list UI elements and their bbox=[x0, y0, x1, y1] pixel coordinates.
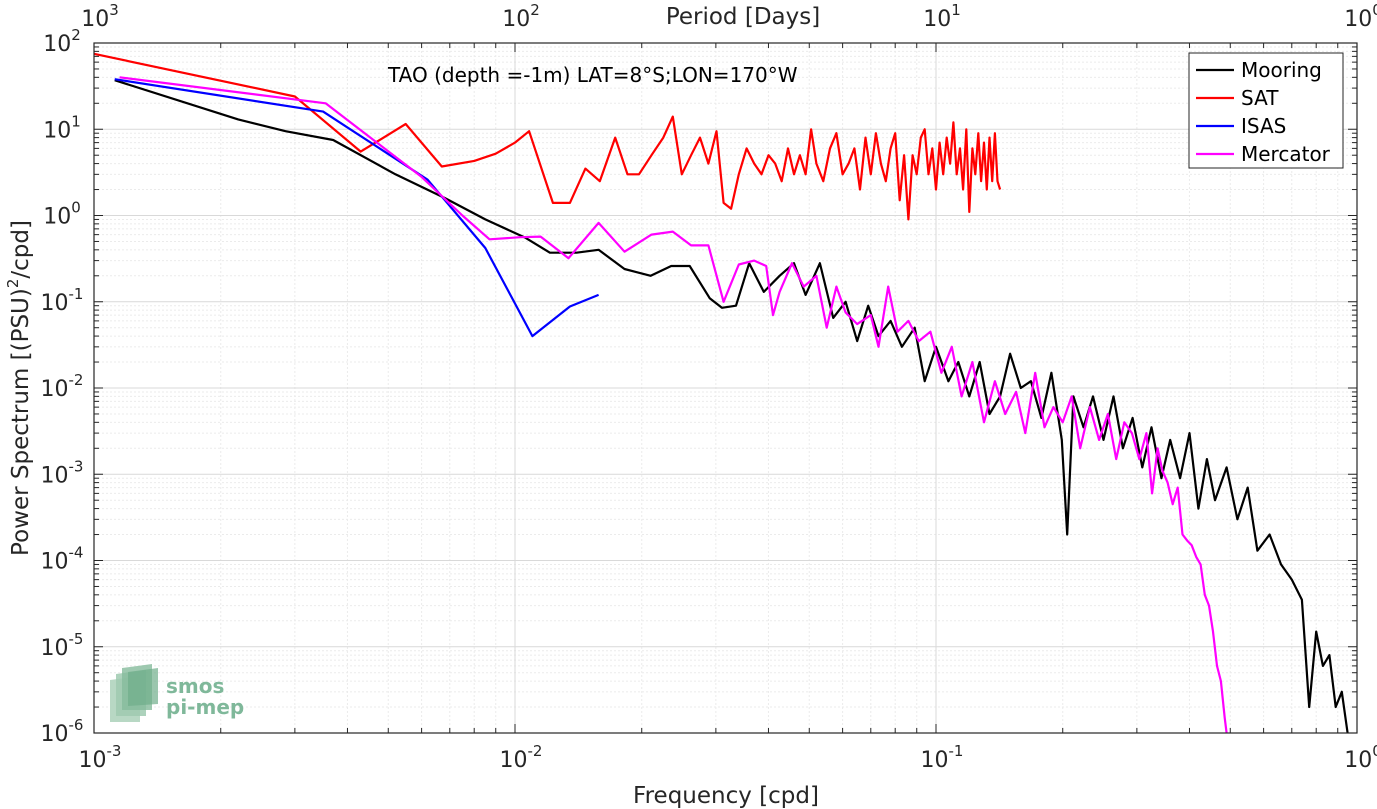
x-tick-labels: 10-3 10-2 10-1 100 bbox=[79, 742, 1377, 773]
y-tick-label: 102 bbox=[43, 26, 81, 57]
logo-text-smos: smos bbox=[166, 674, 224, 698]
tick-marks bbox=[93, 43, 1357, 734]
legend-label-mooring: Mooring bbox=[1241, 58, 1322, 82]
y-tick-label: 10-5 bbox=[41, 630, 84, 661]
logo-wave-icon bbox=[110, 664, 158, 722]
y-tick-label: 10-3 bbox=[41, 457, 84, 488]
legend-box bbox=[1188, 52, 1344, 169]
y-tick-label: 100 bbox=[43, 199, 81, 230]
y-tick-label: 101 bbox=[43, 112, 81, 143]
series-line-mooring bbox=[114, 79, 1349, 734]
top-tick-labels: 103 102 101 100 bbox=[81, 1, 1377, 32]
y-tick-label: 10-4 bbox=[41, 544, 84, 575]
series-layer bbox=[93, 52, 1349, 734]
top-axis-label: Period [Days] bbox=[666, 4, 820, 30]
top-tick-label: 102 bbox=[502, 1, 540, 32]
y-tick-label: 10-6 bbox=[41, 716, 84, 747]
y-axis-label-tail: /cpd] bbox=[8, 220, 34, 279]
x-tick-label: 10-3 bbox=[79, 742, 122, 773]
x-tick-label: 10-2 bbox=[500, 742, 543, 773]
x-axis-label: Frequency [cpd] bbox=[633, 783, 819, 809]
top-tick-label: 101 bbox=[923, 1, 961, 32]
legend-label-sat: SAT bbox=[1241, 86, 1279, 110]
y-tick-label: 10-1 bbox=[41, 285, 84, 316]
top-tick-label: 103 bbox=[81, 1, 119, 32]
chart-title: TAO (depth =-1m) LAT=8°S;LON=170°W bbox=[387, 63, 798, 87]
series-line-isas bbox=[114, 78, 600, 338]
y-axis-label-sup: 2 bbox=[4, 279, 22, 289]
logo-text-pimep: pi-mep bbox=[166, 695, 244, 719]
series-line-sat bbox=[93, 52, 1002, 221]
y-tick-label: 10-2 bbox=[41, 371, 84, 402]
legend: Mooring SAT ISAS Mercator bbox=[1188, 52, 1344, 169]
y-tick-labels: 10-6 10-5 10-4 10-3 10-2 10-1 100 101 102 bbox=[41, 26, 84, 747]
x-tick-label: 100 bbox=[1344, 742, 1377, 773]
y-axis-label-main: Power Spectrum [(PSU) bbox=[8, 288, 34, 556]
legend-label-mercator: Mercator bbox=[1241, 142, 1331, 166]
smos-pimep-logo: smos pi-mep bbox=[110, 664, 244, 722]
legend-label-isas: ISAS bbox=[1241, 114, 1286, 138]
x-tick-label: 10-1 bbox=[921, 742, 964, 773]
y-axis-label: Power Spectrum [(PSU)2/cpd] bbox=[4, 220, 34, 556]
series-line-mercator bbox=[119, 76, 1228, 734]
top-tick-label: 100 bbox=[1344, 1, 1377, 32]
